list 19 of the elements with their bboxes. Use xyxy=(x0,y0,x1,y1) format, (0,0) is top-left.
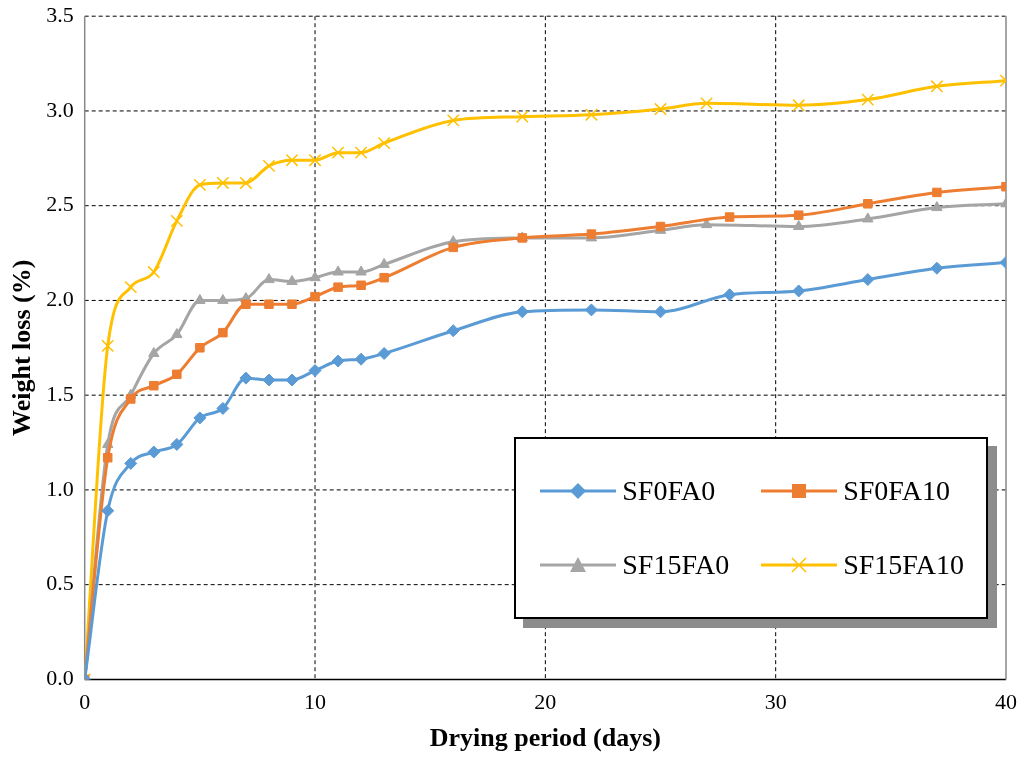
legend-label: SF0FA0 xyxy=(622,475,716,508)
y-tick-label: 3.0 xyxy=(46,96,74,122)
y-tick-label: 1.0 xyxy=(46,475,74,501)
x-axis-title: Drying period (days) xyxy=(429,723,661,753)
legend-label: SF15FA10 xyxy=(843,549,964,582)
x-tick-label: 0 xyxy=(79,689,91,715)
x-tick-label: 20 xyxy=(534,689,557,715)
legend-label: SF0FA10 xyxy=(843,475,950,508)
x-tick-label: 40 xyxy=(995,689,1017,715)
x-tick-label: 30 xyxy=(764,689,787,715)
y-tick-label: 2.5 xyxy=(46,191,74,217)
y-axis-title: Weight loss (%) xyxy=(7,259,37,436)
x-tick-label: 10 xyxy=(304,689,327,715)
y-tick-label: 1.5 xyxy=(46,380,74,406)
y-tick-label: 3.5 xyxy=(46,1,74,27)
y-tick-label: 0.5 xyxy=(46,570,74,596)
y-tick-label: 0.0 xyxy=(46,665,74,691)
legend-label: SF15FA0 xyxy=(622,549,730,582)
y-tick-label: 2.0 xyxy=(46,286,74,312)
